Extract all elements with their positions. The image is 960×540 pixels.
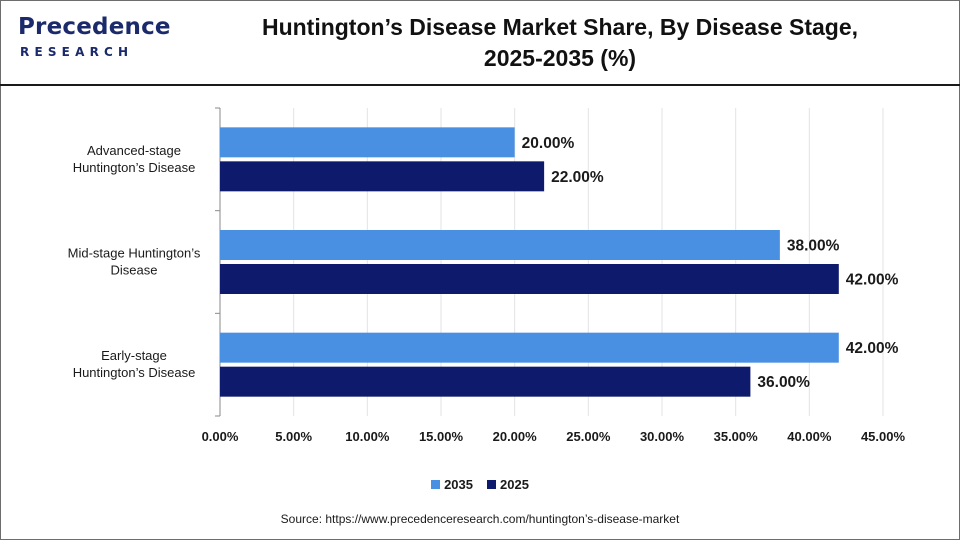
data-label: 42.00% (846, 272, 899, 289)
legend-label-2035: 2035 (444, 477, 473, 492)
legend: 2035 2025 (0, 477, 960, 492)
data-label: 42.00% (846, 340, 899, 357)
x-tick-label: 20.00% (493, 429, 538, 444)
category-label: Early-stage (101, 348, 167, 363)
chart-title-line-2: 2025-2035 (%) (483, 45, 637, 71)
chart-title: Huntington’s Disease Market Share, By Di… (200, 12, 920, 74)
bar (220, 264, 839, 294)
chart-title-line-1: Huntington’s Disease Market Share, By Di… (261, 14, 859, 40)
legend-item-2025: 2025 (487, 477, 529, 492)
x-tick-label: 10.00% (345, 429, 390, 444)
legend-swatch-2035 (431, 480, 441, 489)
logo-word: Precedence (18, 14, 171, 40)
x-tick-label: 0.00% (202, 429, 239, 444)
legend-label-2025: 2025 (500, 477, 529, 492)
category-label: Huntington’s Disease (73, 365, 196, 380)
data-label: 20.00% (522, 135, 575, 152)
category-label: Advanced-stage (87, 143, 181, 158)
x-tick-label: 25.00% (566, 429, 611, 444)
data-label: 36.00% (757, 374, 810, 391)
data-label: 38.00% (787, 238, 840, 255)
legend-item-2035: 2035 (431, 477, 473, 492)
source-note: Source: https://www.precedenceresearch.c… (280, 512, 680, 526)
category-label: Disease (111, 263, 158, 278)
bar (220, 127, 515, 158)
header: Precedence RESEARCH Huntington’s Disease… (0, 0, 960, 86)
x-tick-label: 40.00% (787, 429, 832, 444)
x-tick-label: 5.00% (275, 429, 312, 444)
category-label: Huntington’s Disease (73, 160, 196, 175)
x-tick-label: 45.00% (861, 429, 906, 444)
bar (220, 366, 751, 397)
legend-swatch-2025 (487, 480, 496, 489)
x-tick-label: 35.00% (714, 429, 759, 444)
category-label: Mid-stage Huntington’s (68, 246, 201, 261)
data-label: 22.00% (551, 169, 604, 186)
x-tick-label: 15.00% (419, 429, 464, 444)
bar (220, 332, 839, 363)
bar (220, 230, 780, 260)
bar (220, 161, 545, 192)
x-tick-label: 30.00% (640, 429, 685, 444)
logo-sub: RESEARCH (20, 45, 134, 59)
precedence-research-logo: Precedence RESEARCH (18, 14, 171, 64)
